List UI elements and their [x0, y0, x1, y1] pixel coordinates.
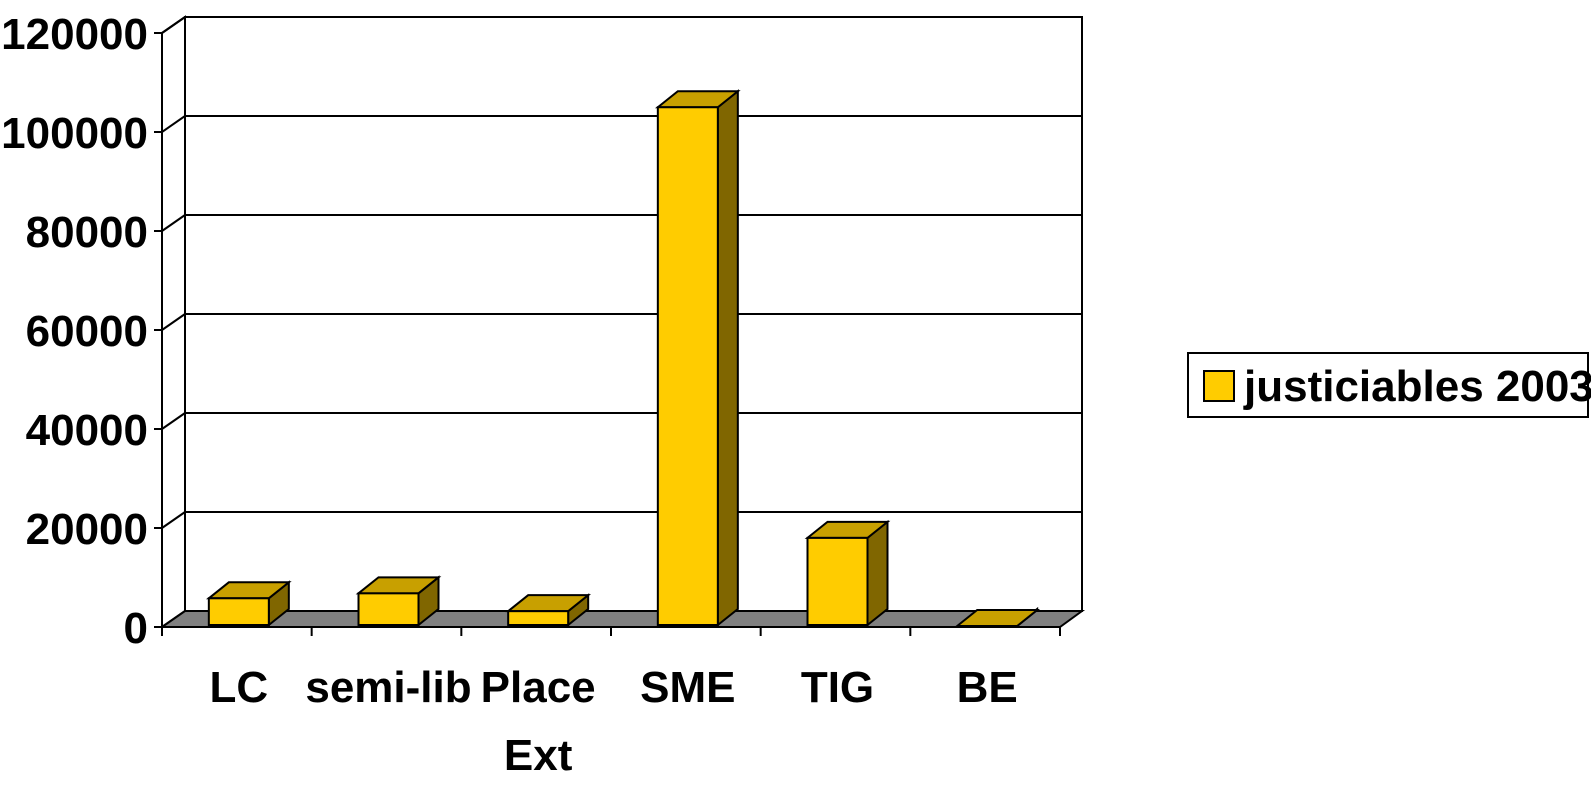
bar-front	[656, 106, 719, 626]
y-tick-label: 120000	[1, 10, 148, 59]
plot-floor	[158, 610, 1086, 628]
bar-front	[806, 536, 869, 627]
bar-5	[804, 519, 891, 628]
bar-top	[954, 609, 1041, 628]
category-label: LC	[210, 663, 269, 712]
bar-6	[954, 606, 1041, 629]
category-label: BE	[957, 663, 1018, 712]
category-label-line: Place	[481, 663, 596, 712]
gridline-depth	[161, 115, 186, 133]
category-label: Place Ext	[481, 663, 596, 780]
axes	[154, 32, 1061, 636]
y-tick-label: 20000	[26, 505, 148, 554]
legend: justiciables 2003	[1187, 352, 1591, 418]
gridline-depth	[161, 214, 186, 232]
gridline-depth	[161, 412, 186, 430]
plot-walls	[161, 15, 1083, 629]
bar-2	[355, 575, 442, 628]
gridlines	[161, 16, 1082, 529]
gridline-depth	[161, 313, 186, 331]
category-labels: LC semi-lib Place Ext SME TIG BE	[210, 663, 1018, 780]
category-label-line: BE	[957, 663, 1018, 712]
gridline-depth	[161, 16, 186, 34]
y-tick-label: 40000	[26, 406, 148, 455]
y-tick-label: 0	[124, 604, 148, 653]
category-label: TIG	[801, 663, 874, 712]
bar-1	[205, 580, 292, 628]
category-label-line: TIG	[801, 663, 874, 712]
category-label-line: semi-lib	[305, 663, 471, 712]
legend-box	[1187, 352, 1589, 418]
legend-swatch	[1203, 370, 1235, 402]
y-tick-label: 100000	[1, 109, 148, 158]
y-tick-label: 80000	[26, 208, 148, 257]
bar-front	[357, 592, 420, 627]
category-label-line: LC	[210, 663, 269, 712]
bar-side	[866, 519, 889, 628]
category-label: SME	[640, 663, 735, 712]
bar-front	[207, 597, 270, 626]
category-label: semi-lib	[305, 663, 471, 712]
bar-3	[505, 593, 592, 628]
category-label-line: SME	[640, 663, 735, 712]
bar-front	[507, 610, 570, 626]
legend-label: justiciables 2003	[1243, 362, 1591, 411]
bars	[205, 89, 1041, 629]
category-label-line: Ext	[504, 731, 573, 780]
floor-plane	[158, 610, 1086, 628]
bar-side	[716, 89, 739, 628]
y-tick-label: 60000	[26, 307, 148, 356]
bar-4	[654, 89, 741, 628]
y-tick-labels: 0 20000 40000 60000 80000 100000 120000	[1, 10, 148, 653]
gridline-depth	[161, 511, 186, 529]
